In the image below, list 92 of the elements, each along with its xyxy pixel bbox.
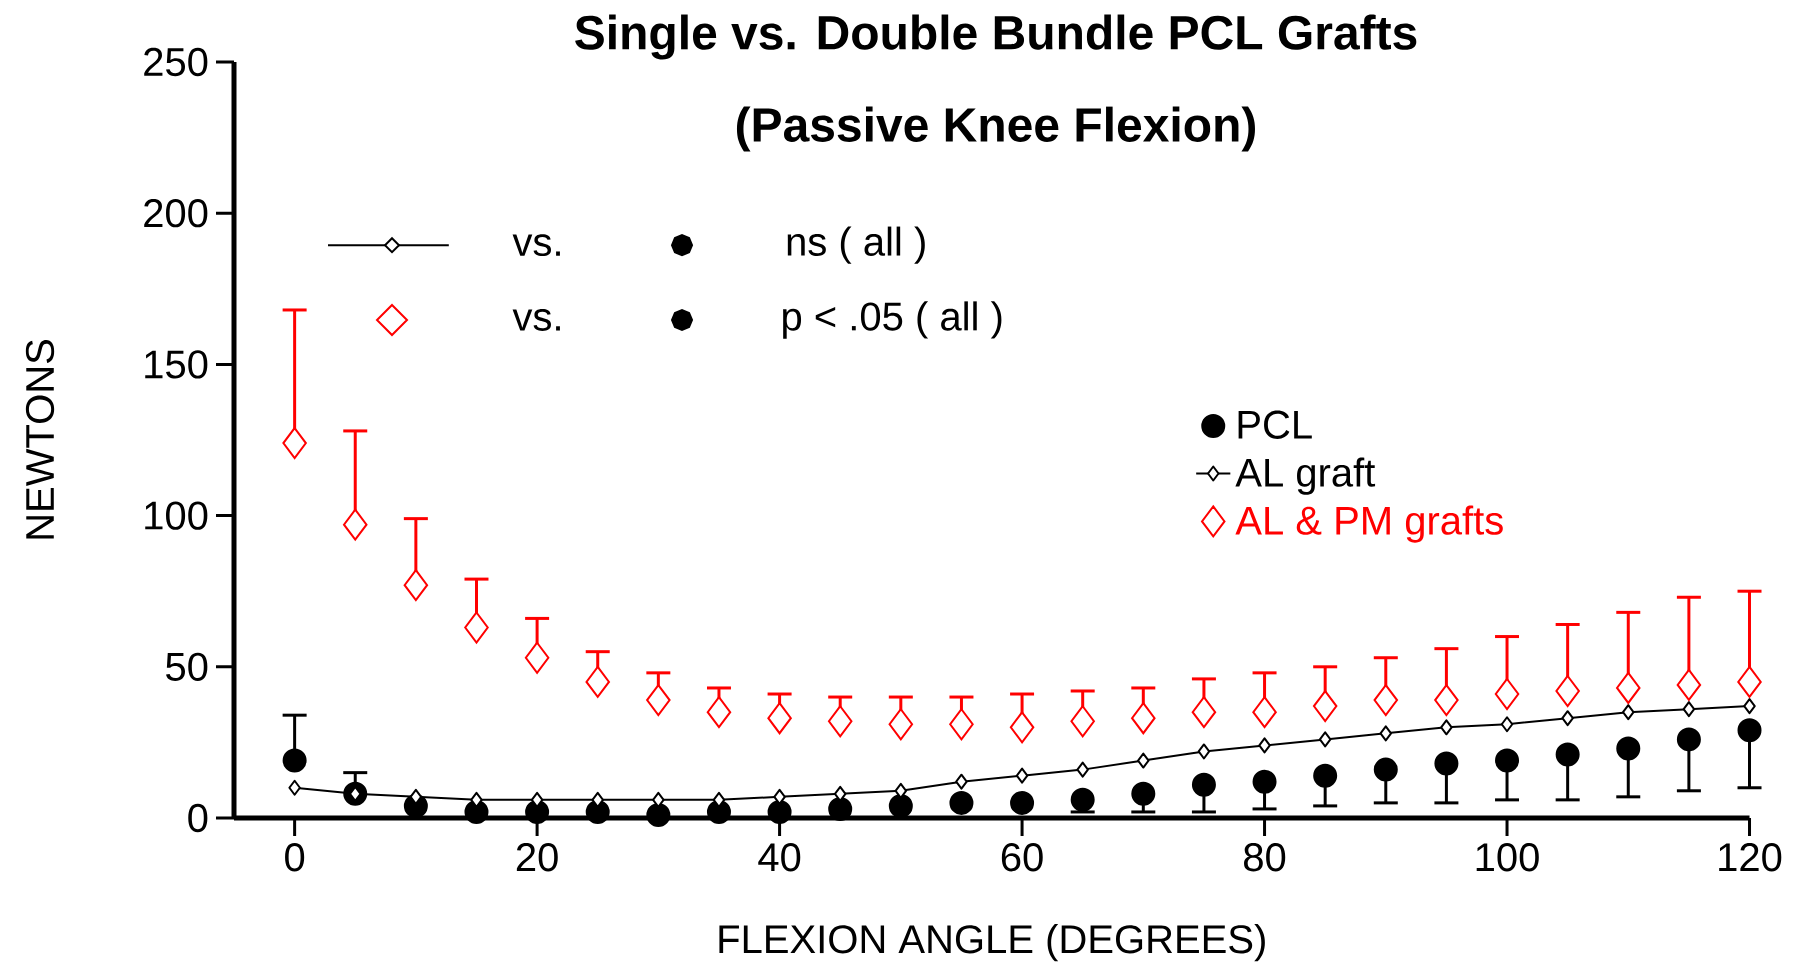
y-tick-label: 150 xyxy=(145,350,208,379)
legend-label: PCL xyxy=(1238,410,1312,439)
point xyxy=(833,785,847,802)
point xyxy=(585,665,610,698)
x-axis-title: FLEXION ANGLE (DEGREES) xyxy=(719,924,1265,962)
point xyxy=(1379,725,1393,742)
point xyxy=(1197,743,1211,760)
point xyxy=(949,790,974,815)
point xyxy=(530,791,544,808)
point xyxy=(524,641,550,674)
point xyxy=(767,702,792,735)
point xyxy=(1252,769,1277,794)
point xyxy=(1191,772,1216,797)
point xyxy=(464,799,489,824)
annotation: vs. xyxy=(512,309,560,331)
point xyxy=(1555,675,1580,707)
point xyxy=(888,708,914,741)
point xyxy=(1616,671,1641,704)
point xyxy=(1500,716,1514,733)
point xyxy=(1070,705,1095,738)
point xyxy=(1131,702,1156,735)
point xyxy=(706,696,732,729)
point xyxy=(1070,787,1095,812)
point xyxy=(1313,763,1338,788)
x-tick-label: 40 xyxy=(758,843,801,872)
point xyxy=(1495,748,1520,773)
point xyxy=(767,799,792,824)
point xyxy=(282,748,307,773)
y-axis-title: NEWTONS xyxy=(25,339,55,539)
x-tick-label: 0 xyxy=(285,843,305,872)
point xyxy=(1312,690,1338,723)
point xyxy=(828,796,853,821)
point xyxy=(646,802,671,827)
point xyxy=(1318,731,1332,748)
point xyxy=(1555,742,1580,767)
point xyxy=(403,569,429,602)
annotation: ns ( all ) xyxy=(787,226,925,264)
point xyxy=(888,793,913,818)
point xyxy=(1434,684,1459,717)
point xyxy=(282,427,307,460)
point xyxy=(1622,704,1635,721)
point xyxy=(1137,752,1150,769)
point xyxy=(470,791,483,808)
point xyxy=(1561,710,1574,727)
point xyxy=(1737,718,1762,743)
point xyxy=(1373,684,1399,717)
x-tick-label: 120 xyxy=(1719,843,1782,872)
point xyxy=(1682,701,1696,718)
point xyxy=(1434,751,1459,776)
point xyxy=(1252,696,1277,729)
x-tick-label: 100 xyxy=(1476,843,1539,872)
legend-label: AL graft xyxy=(1235,457,1376,495)
point xyxy=(1494,678,1520,711)
point xyxy=(525,799,550,824)
point xyxy=(585,799,610,824)
point xyxy=(706,799,731,824)
point xyxy=(1010,790,1035,815)
y-tick-label: 250 xyxy=(144,47,208,77)
y-tick-label: 200 xyxy=(144,199,208,228)
point xyxy=(1440,719,1453,736)
point xyxy=(1258,737,1271,754)
legend-label: AL & PM grafts xyxy=(1235,505,1503,543)
point xyxy=(1373,757,1398,782)
point xyxy=(1009,711,1035,744)
point xyxy=(949,708,974,741)
point xyxy=(409,788,423,805)
point xyxy=(827,705,853,738)
point xyxy=(1743,698,1756,715)
point xyxy=(646,684,671,717)
point xyxy=(1737,665,1762,698)
point xyxy=(342,508,368,541)
point xyxy=(955,773,968,790)
annotation: p < .05 ( all ) xyxy=(783,301,1002,339)
annotation: vs. xyxy=(512,234,560,257)
text: (Passive Knee Flexion) xyxy=(736,106,1255,152)
point xyxy=(288,779,301,796)
x-tick-label: 60 xyxy=(1001,843,1043,872)
point xyxy=(1015,767,1029,784)
point xyxy=(1676,668,1702,701)
y-tick-label: 100 xyxy=(145,501,208,530)
y-tick-label: 50 xyxy=(166,652,208,681)
x-tick-label: 20 xyxy=(516,843,558,872)
chart-title: Single vs. Double Bundle PCL Grafts xyxy=(575,14,1417,60)
x-tick-label: 80 xyxy=(1244,843,1286,872)
point xyxy=(1191,696,1217,729)
point xyxy=(1131,781,1156,806)
point xyxy=(464,611,489,644)
point xyxy=(773,788,786,805)
point xyxy=(1676,727,1701,752)
point xyxy=(1616,736,1641,761)
point xyxy=(1076,761,1089,778)
y-tick-label: 0 xyxy=(188,803,208,833)
